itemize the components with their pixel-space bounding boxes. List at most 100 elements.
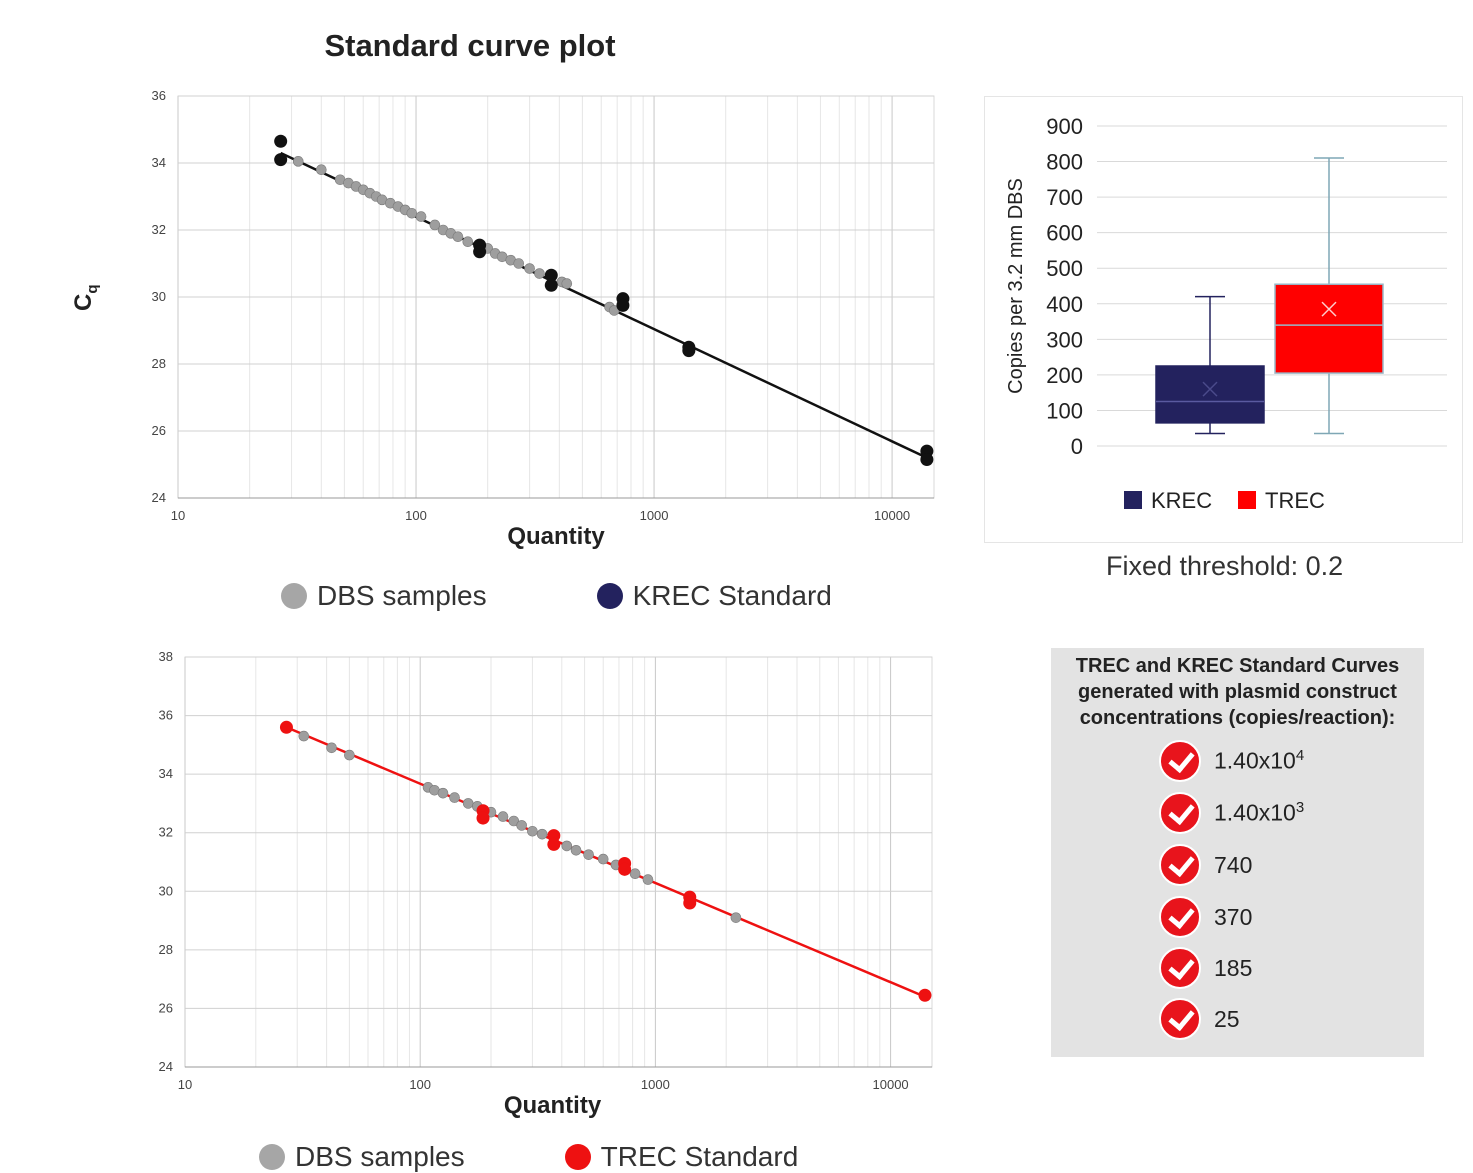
x-tick-label: 10000	[873, 1077, 909, 1092]
exponent: 3	[1295, 799, 1305, 817]
box-krec	[1155, 365, 1265, 424]
concentration-item: 185	[1159, 947, 1252, 989]
standard-point	[274, 134, 288, 148]
y-tick-label: 30	[152, 289, 166, 304]
y-tick-label: 24	[152, 490, 166, 505]
mean-marker	[1202, 381, 1218, 397]
check-icon	[1159, 896, 1201, 938]
standard-point	[279, 720, 293, 734]
concentration-value: 25	[1214, 1005, 1240, 1032]
x-tick-label: 1000	[641, 1077, 670, 1092]
y-tick-label: 28	[152, 356, 166, 371]
krec-chart-legend: DBS samples KREC Standard	[281, 580, 832, 612]
check-icon	[1159, 998, 1201, 1040]
x-tick-label: 10	[171, 508, 185, 523]
y-tick-label: 32	[152, 222, 166, 237]
concentration-item: 370	[1159, 896, 1252, 938]
krec-legend-marker	[1124, 491, 1142, 509]
y-tick-label: 26	[159, 1000, 173, 1015]
dbs-sample-point	[462, 798, 474, 809]
mean-marker	[1321, 301, 1337, 317]
trec-standard-curve-chart: 24 26 28 30 32 34 36 38 10 100 1000 10000 Quantity	[159, 649, 933, 1119]
dbs-legend-label: DBS samples	[317, 580, 487, 611]
dbs-sample-point	[534, 268, 545, 279]
dbs-sample-point	[629, 868, 641, 880]
plasmid-concentration-panel: TREC and KREC Standard Curves generated …	[1051, 648, 1424, 1057]
standard-point	[476, 811, 490, 825]
y-tick-label: 30	[159, 883, 173, 898]
standard-point	[544, 268, 558, 282]
check-icon	[1159, 792, 1201, 834]
dbs-sample-point	[437, 787, 449, 799]
y-tick-label: 0	[1071, 434, 1083, 459]
dbs-sample-point	[513, 258, 525, 269]
dbs-sample-point	[452, 231, 464, 242]
threshold-label: Fixed threshold: 0.2	[1106, 551, 1344, 581]
concentration-value: 1.40x104	[1214, 747, 1305, 774]
standard-point	[618, 862, 632, 876]
dbs-sample-point	[429, 219, 441, 231]
krec-standard-curve-chart: 24 26 28 30 32 34 36 10 100 1000 10000 Quantity Cq	[70, 88, 935, 550]
concentration-value: 370	[1214, 903, 1253, 930]
y-tick-label: 100	[1046, 398, 1083, 423]
dbs-sample-point	[536, 828, 548, 840]
dbs-sample-point	[524, 263, 535, 274]
dbs-sample-point	[316, 164, 327, 175]
trec-legend-marker	[1238, 491, 1256, 509]
krec-standard-legend-marker	[596, 583, 623, 609]
standard-point	[682, 344, 696, 358]
y-tick-label: 500	[1046, 256, 1083, 281]
dbs-sample-point	[298, 730, 310, 742]
dbs-sample-point	[583, 849, 594, 860]
dbs-sample-point	[597, 853, 609, 865]
standard-point	[274, 153, 288, 167]
y-tick-label: 700	[1046, 185, 1083, 210]
standard-point	[473, 245, 487, 259]
y-tick-label: 26	[152, 423, 166, 438]
y-axis-title: Cq	[70, 284, 101, 311]
standard-point	[547, 837, 561, 851]
dbs-sample-point	[292, 156, 304, 167]
y-axis-title: Copies per 3.2 mm DBS	[1005, 178, 1027, 394]
concentration-item: 1.40x103	[1159, 792, 1304, 834]
dbs-sample-point	[449, 792, 460, 803]
panel-title: TREC and KREC Standard Curves generated …	[1075, 655, 1400, 729]
concentration-item: 1.40x104	[1159, 740, 1304, 782]
standard-point	[918, 988, 932, 1002]
y-tick-label: 900	[1046, 114, 1083, 139]
x-axis-title: Quantity	[507, 523, 605, 550]
dbs-legend-label: DBS samples	[295, 1141, 465, 1172]
y-tick-label: 34	[159, 766, 173, 781]
dbs-legend-marker	[281, 583, 307, 609]
krec-legend-label: KREC	[1151, 488, 1212, 513]
x-tick-label: 10000	[874, 508, 910, 523]
check-icon	[1159, 947, 1201, 989]
y-tick-label: 32	[159, 825, 173, 840]
dbs-sample-point	[570, 844, 582, 856]
y-tick-label: 600	[1046, 221, 1083, 246]
dbs-legend-marker	[259, 1144, 285, 1170]
y-tick-label: 24	[159, 1059, 173, 1074]
x-tick-label: 100	[409, 1077, 431, 1092]
dbs-sample-point	[497, 811, 509, 822]
y-tick-label: 400	[1046, 292, 1083, 317]
x-tick-label: 1000	[640, 508, 669, 523]
concentration-item: 25	[1159, 998, 1240, 1040]
krec-standard-legend-label: KREC Standard	[632, 580, 832, 611]
box-trec	[1274, 283, 1384, 374]
x-tick-label: 10	[178, 1077, 192, 1092]
trec-legend-label: TREC	[1265, 488, 1325, 513]
check-icon	[1159, 740, 1201, 782]
dbs-sample-point	[462, 236, 474, 248]
page-title: Standard curve plot	[324, 28, 616, 63]
concentration-value: 185	[1214, 954, 1253, 981]
standard-point	[683, 896, 697, 910]
y-tick-label: 28	[159, 942, 173, 957]
x-axis-title: Quantity	[504, 1092, 602, 1119]
trec-standard-legend-marker	[564, 1144, 591, 1170]
x-tick-label: 100	[405, 508, 427, 523]
dbs-sample-point	[527, 825, 538, 837]
exponent: 4	[1295, 747, 1305, 765]
dbs-sample-point	[516, 820, 527, 831]
concentration-value: 740	[1214, 851, 1253, 878]
